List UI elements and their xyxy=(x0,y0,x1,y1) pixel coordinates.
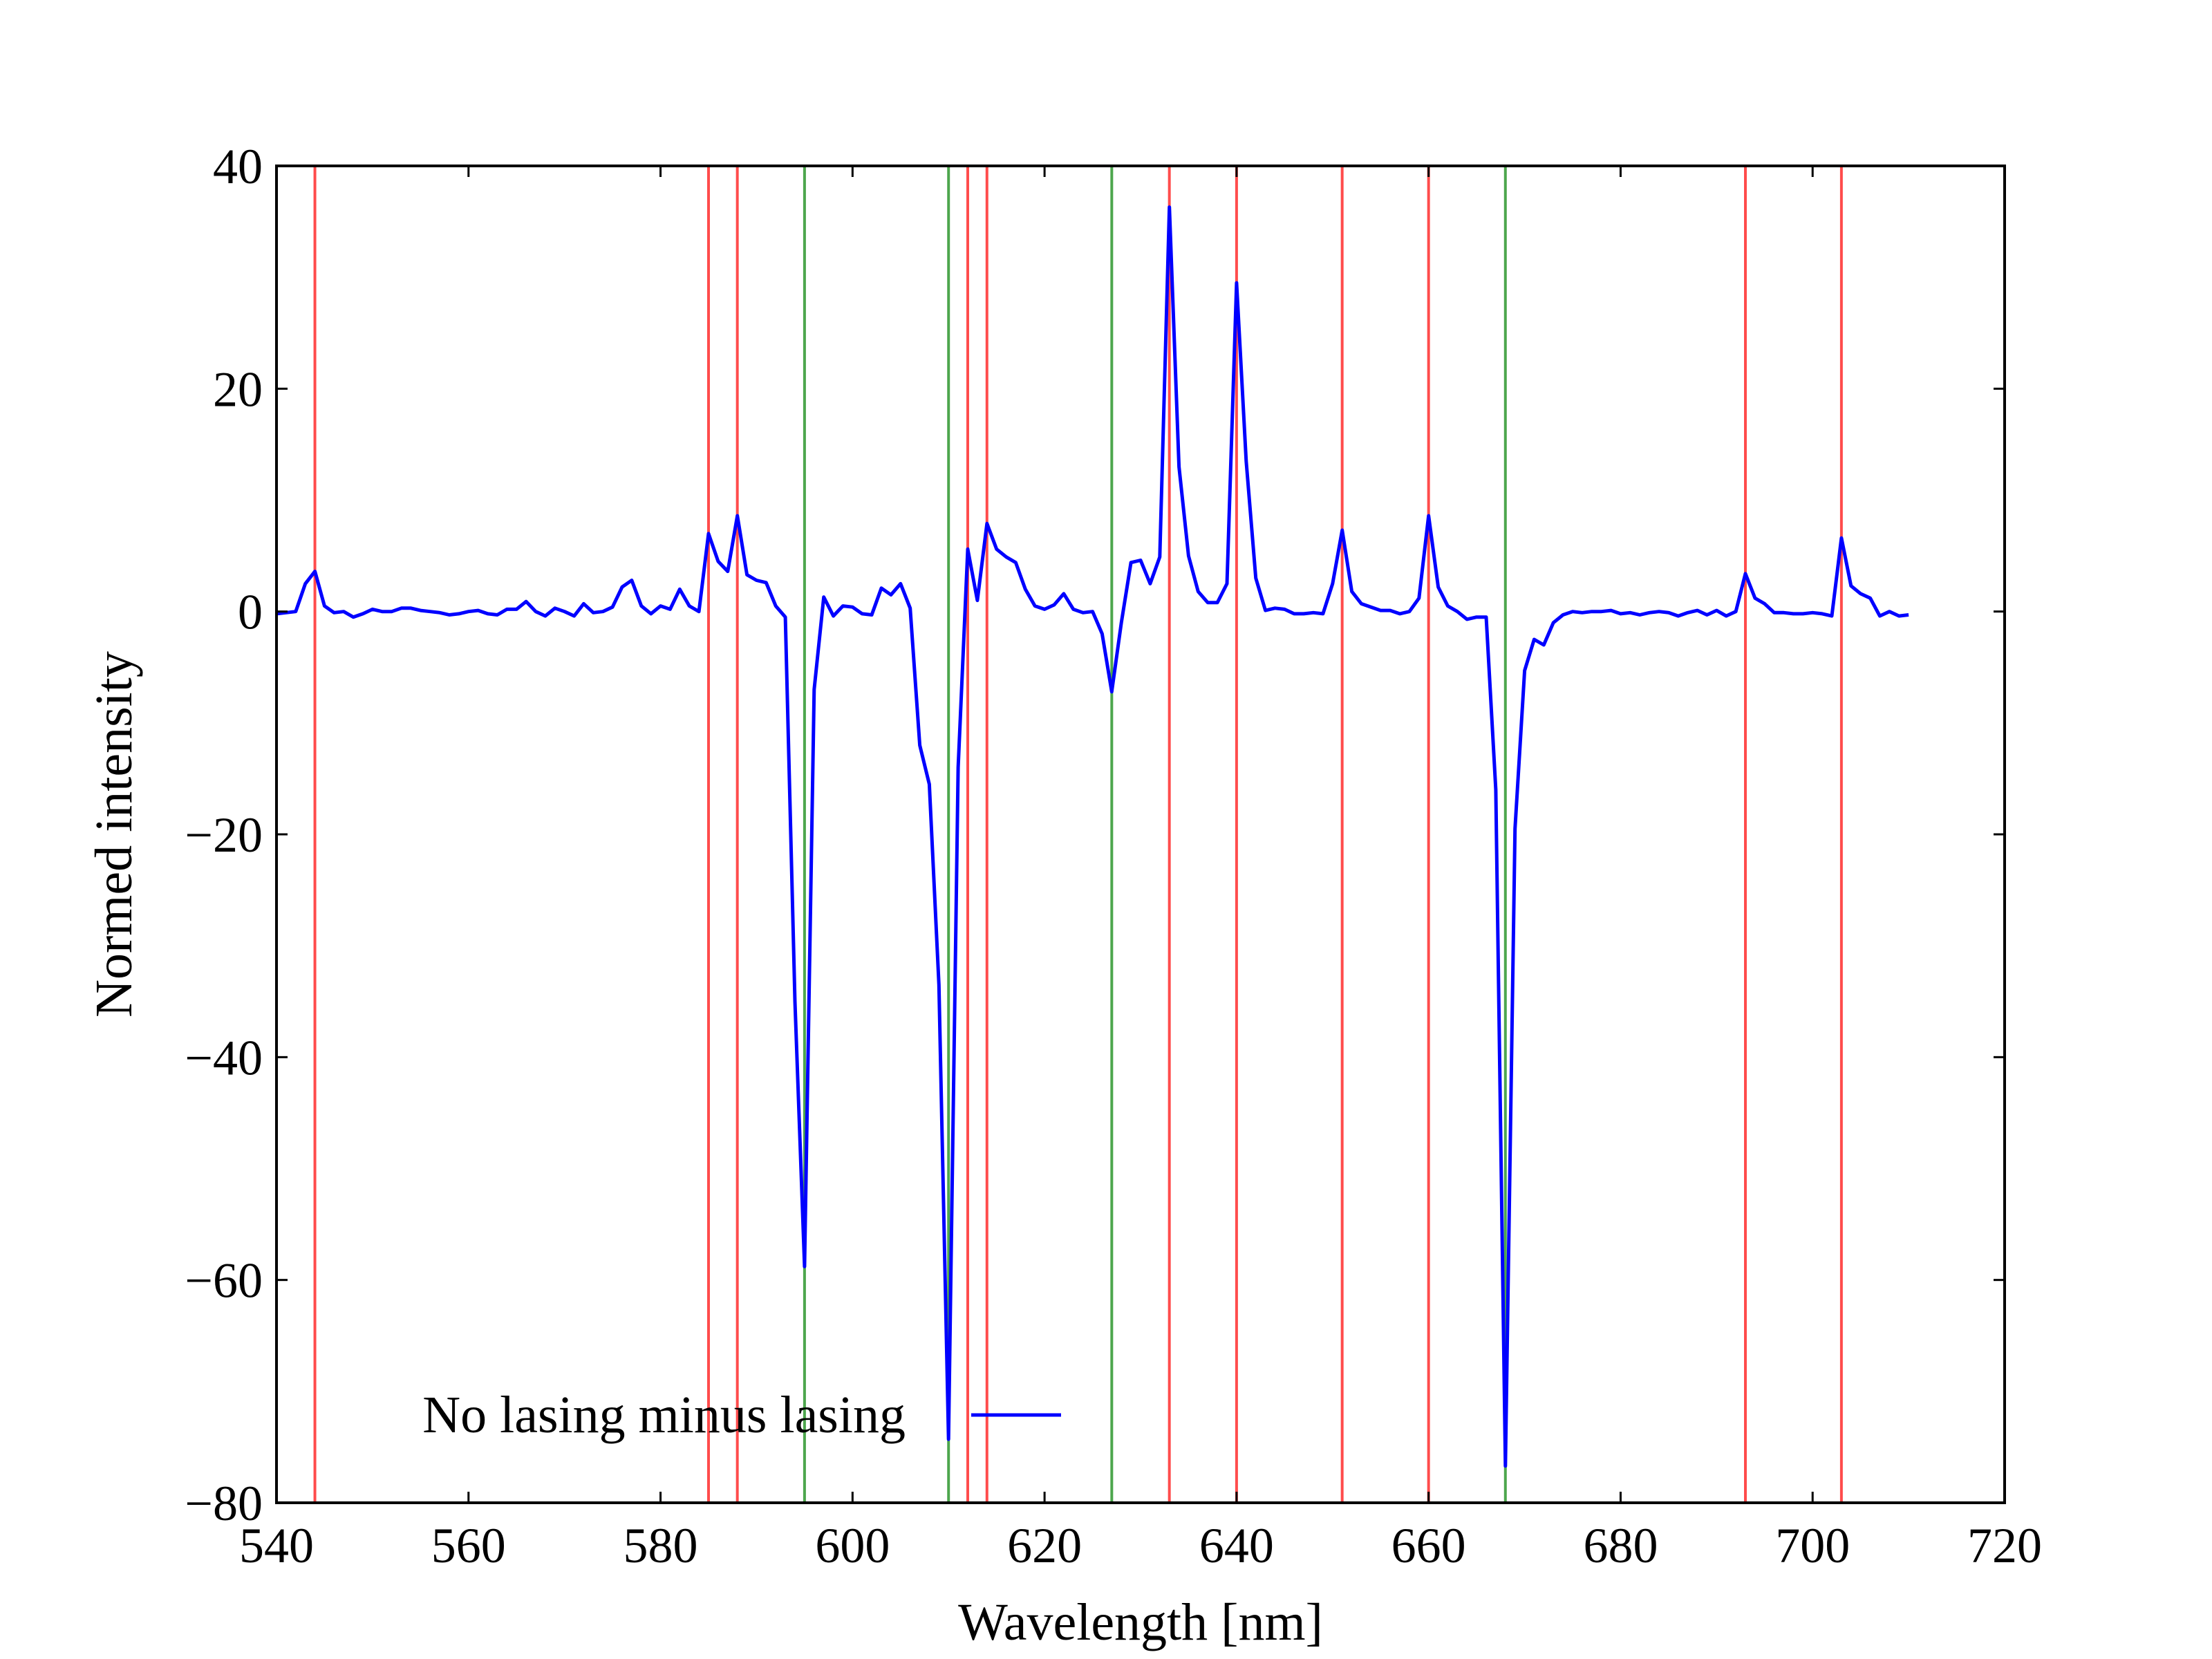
x-tick-label: 720 xyxy=(1967,1518,2042,1573)
x-tick-label: 580 xyxy=(624,1518,698,1573)
x-tick-label: 600 xyxy=(815,1518,890,1573)
y-tick-label: −20 xyxy=(185,807,263,863)
y-axis-label: Normed intensity xyxy=(85,651,143,1018)
y-tick-label: −60 xyxy=(185,1253,263,1309)
vertical-lines xyxy=(313,166,1843,1503)
series-layer xyxy=(276,205,1909,1468)
y-tick-label: −40 xyxy=(185,1030,263,1085)
legend-label: No lasing minus lasing xyxy=(422,1386,906,1444)
x-tick-label: 660 xyxy=(1391,1518,1466,1573)
y-tick-label: 0 xyxy=(238,585,263,640)
x-tick-label: 620 xyxy=(1007,1518,1082,1573)
series-line-0 xyxy=(276,205,1909,1468)
y-tick-label: 20 xyxy=(213,362,263,417)
x-tick-label: 680 xyxy=(1583,1518,1658,1573)
axis-ticks xyxy=(275,165,2006,1504)
legend: No lasing minus lasing xyxy=(422,1386,1061,1444)
x-tick-label: 540 xyxy=(239,1518,314,1573)
x-tick-label: 560 xyxy=(431,1518,506,1573)
y-tick-label: 40 xyxy=(213,139,263,194)
tick-labels: 540 560 580 600 620 640 660 680 700 720 40 20 0 −20 −4… xyxy=(185,139,2042,1573)
x-tick-label: 640 xyxy=(1199,1518,1274,1573)
x-axis-label: Wavelength [nm] xyxy=(958,1593,1323,1651)
y-tick-label: −80 xyxy=(185,1476,263,1531)
x-tick-label: 700 xyxy=(1775,1518,1850,1573)
